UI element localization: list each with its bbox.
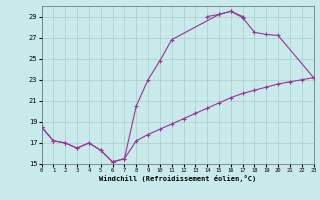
X-axis label: Windchill (Refroidissement éolien,°C): Windchill (Refroidissement éolien,°C)	[99, 175, 256, 182]
